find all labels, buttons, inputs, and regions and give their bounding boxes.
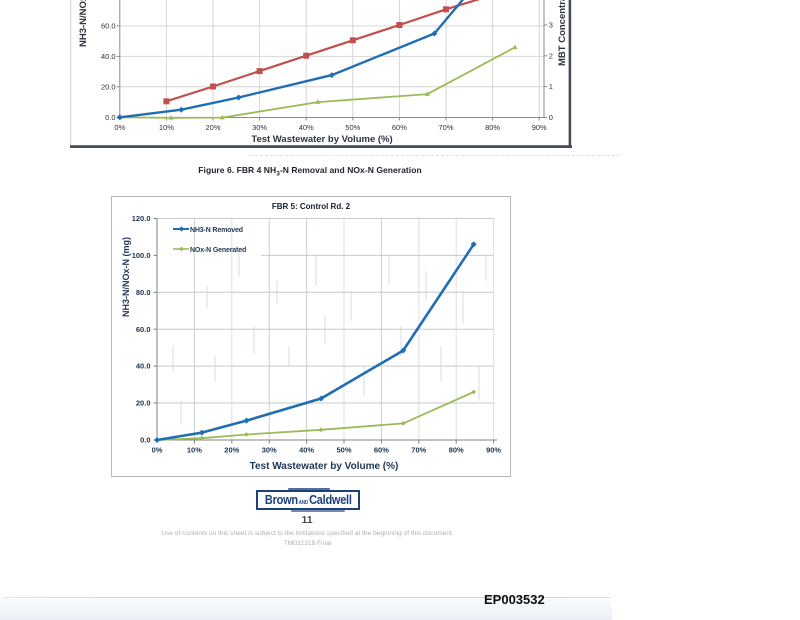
svg-text:40.0: 40.0: [136, 362, 151, 371]
svg-text:50%: 50%: [336, 446, 351, 455]
svg-text:20%: 20%: [224, 446, 239, 455]
svg-text:40.0: 40.0: [101, 52, 116, 61]
svg-text:0%: 0%: [114, 123, 125, 132]
svg-text:90%: 90%: [486, 446, 501, 455]
svg-text:120.0: 120.0: [132, 214, 151, 223]
svg-text:60%: 60%: [392, 123, 407, 132]
svg-text:50%: 50%: [345, 123, 360, 132]
svg-text:20.0: 20.0: [136, 399, 151, 408]
svg-text:20.0: 20.0: [101, 82, 116, 91]
svg-text:40%: 40%: [299, 123, 314, 132]
svg-text:Test Wastewater by Volume (%): Test Wastewater by Volume (%): [251, 134, 392, 145]
svg-text:0%: 0%: [152, 446, 163, 455]
svg-text:60%: 60%: [374, 446, 389, 455]
svg-text:0: 0: [549, 113, 553, 122]
svg-text:3: 3: [549, 21, 553, 30]
svg-text:40%: 40%: [299, 446, 314, 455]
svg-text:NH3-N/NOx-N (mg): NH3-N/NOx-N (mg): [78, 0, 89, 47]
svg-text:Test Wastewater by Volume (%): Test Wastewater by Volume (%): [250, 461, 399, 472]
svg-text:30%: 30%: [262, 446, 277, 455]
svg-text:0.0: 0.0: [140, 436, 150, 445]
svg-text:10%: 10%: [187, 446, 202, 455]
svg-text:80.0: 80.0: [136, 288, 151, 297]
svg-text:0.0: 0.0: [105, 113, 115, 122]
svg-text:MBT Concentration (mg/L): MBT Concentration (mg/L): [557, 0, 568, 66]
svg-text:90%: 90%: [532, 123, 547, 132]
svg-text:FBR 5: Control Rd. 2: FBR 5: Control Rd. 2: [272, 202, 351, 211]
svg-text:60.0: 60.0: [136, 325, 151, 334]
svg-text:80%: 80%: [485, 123, 500, 132]
svg-text:60.0: 60.0: [101, 21, 116, 30]
svg-text:NH3-N Removed: NH3-N Removed: [190, 227, 243, 234]
svg-text:2: 2: [549, 51, 553, 60]
svg-text:1: 1: [549, 82, 553, 91]
svg-text:30%: 30%: [252, 123, 267, 132]
svg-text:100.0: 100.0: [132, 251, 151, 260]
svg-text:80%: 80%: [449, 446, 464, 455]
svg-text:70%: 70%: [438, 123, 453, 132]
svg-text:70%: 70%: [411, 446, 426, 455]
svg-text:10%: 10%: [159, 123, 174, 132]
svg-text:20%: 20%: [205, 123, 220, 132]
svg-text:NH3-N/NOx-N (mg): NH3-N/NOx-N (mg): [121, 237, 131, 317]
svg-text:NOx-N Generated: NOx-N Generated: [190, 247, 246, 254]
